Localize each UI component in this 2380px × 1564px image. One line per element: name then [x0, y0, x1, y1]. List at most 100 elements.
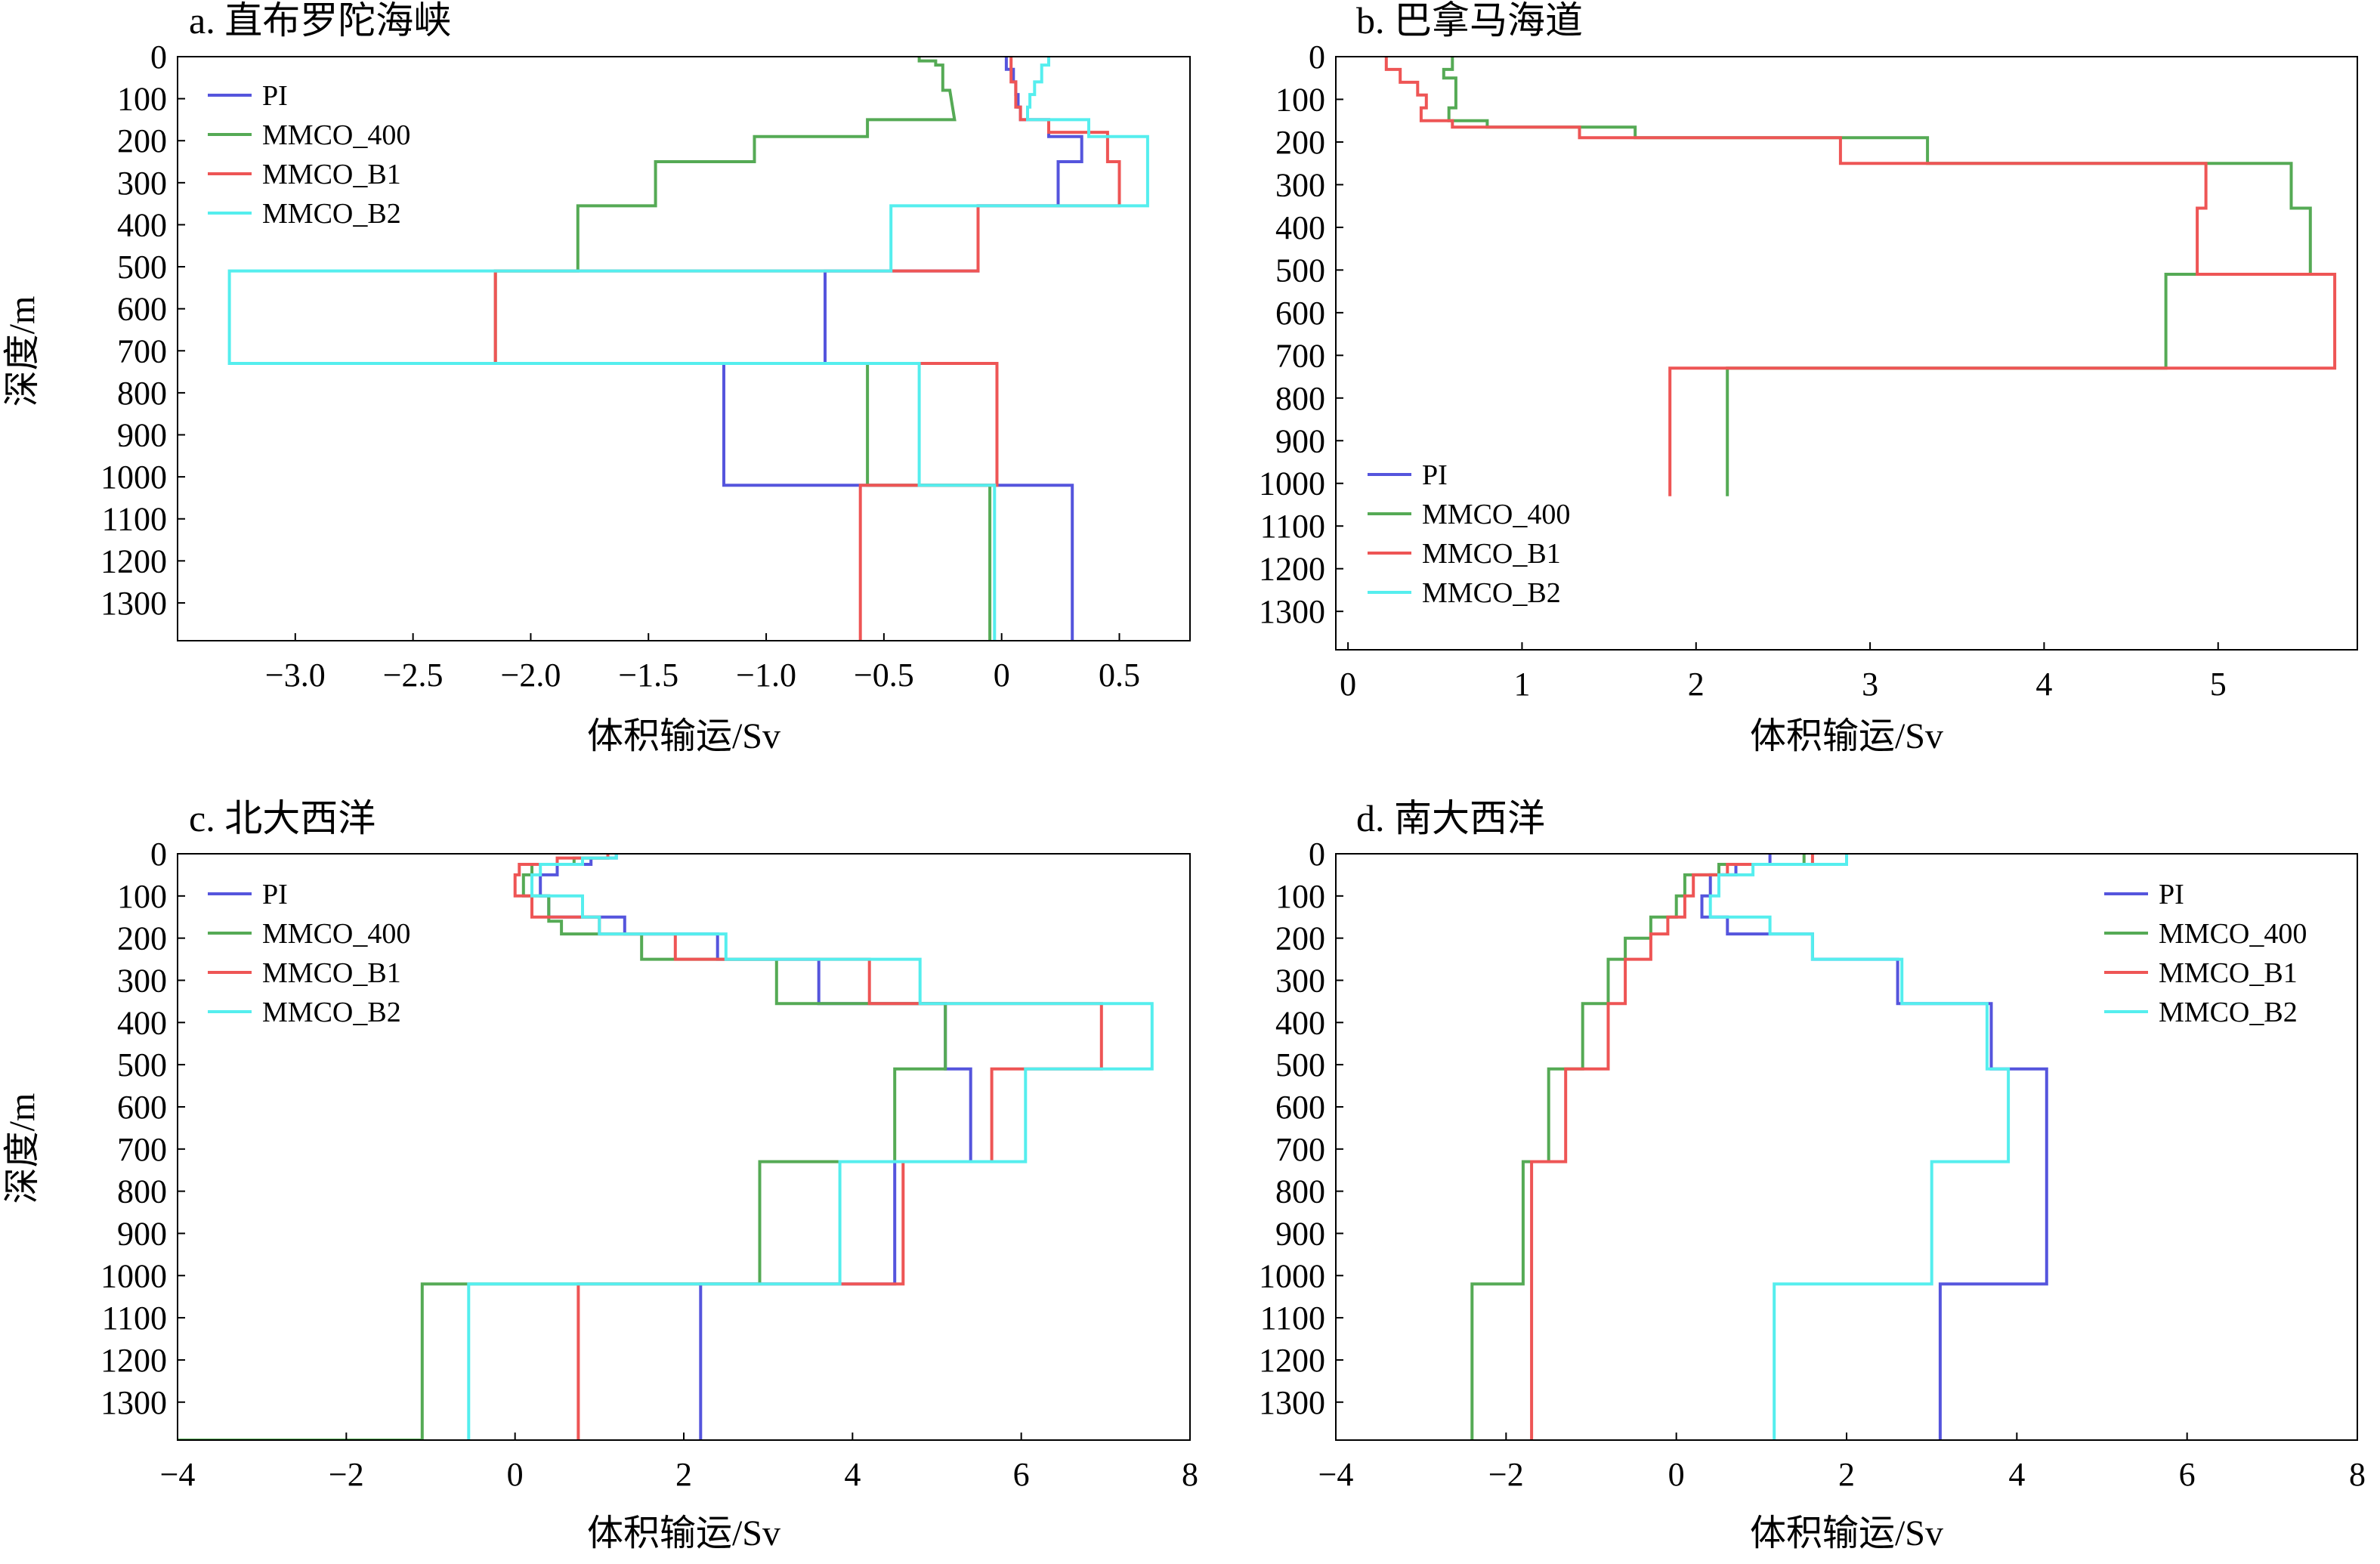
x-tick-label: 6 — [2179, 1456, 2196, 1493]
legend: PI MMCO_400 MMCO_B1 MMCO_B2 — [208, 80, 410, 230]
y-tick-label: 1200 — [100, 1342, 167, 1379]
y-tick-label: 300 — [1275, 962, 1325, 999]
y-tick-label: 400 — [1275, 209, 1325, 246]
panel-c: c. 北大西洋 体积输运/Sv 深度/m — [2, 797, 780, 1553]
x-tick-label: −0.5 — [854, 657, 914, 694]
y-tick-label: 600 — [117, 291, 167, 328]
plot-frame — [177, 56, 1191, 641]
y-tick-label: 1100 — [1260, 1300, 1325, 1337]
y-tick-label: 600 — [1275, 295, 1325, 332]
y-tick-label: 400 — [117, 1004, 167, 1041]
x-tick-label: 0 — [1668, 1456, 1685, 1493]
y-tick-label: 700 — [1275, 337, 1325, 374]
plot-b: 0 100 200 300 400 500 600 700 800 900 1000 1100 1200… — [1259, 39, 2358, 703]
panel-a-ylabel: 深度/m — [2, 296, 42, 407]
legend-label-MMCO_B1: MMCO_B1 — [262, 159, 401, 190]
x-tick-label: −4 — [160, 1456, 196, 1493]
y-tick-label: 900 — [117, 1215, 167, 1252]
y-tick-label: 1100 — [102, 1300, 167, 1337]
x-tick-label: 3 — [1862, 666, 1878, 703]
y-tick-label: 400 — [1275, 1004, 1325, 1041]
panel-b-title: b. 巴拿马海道 — [1356, 0, 1583, 42]
x-tick-label: 0 — [507, 1456, 524, 1493]
x-tick-label: −2.0 — [501, 657, 561, 694]
x-tick-label: 4 — [2035, 666, 2052, 703]
y-tick-label: 300 — [1275, 166, 1325, 203]
y-tick-label: 700 — [117, 1131, 167, 1168]
legend-label-PI: PI — [262, 879, 288, 910]
x-tick-label: −1.0 — [736, 657, 796, 694]
legend: PI MMCO_400 MMCO_B1 MMCO_B2 — [2104, 879, 2307, 1028]
plot-d: 0 100 200 300 400 500 600 700 800 900 1000 1100 1200… — [1259, 836, 2366, 1493]
y-tick-label: 900 — [1275, 422, 1325, 459]
series-line-MMCO_B1 — [493, 57, 1121, 641]
x-tick-label: 8 — [2349, 1456, 2366, 1493]
plot-a: 0 100 200 300 400 500 600 700 800 900 1000 1100 1200… — [100, 39, 1191, 694]
series-line-MMCO_B2 — [1708, 854, 2011, 1440]
x-tick-label: 6 — [1013, 1456, 1030, 1493]
x-tick-label: 4 — [844, 1456, 861, 1493]
series-line-MMCO_400 — [493, 57, 992, 641]
y-tick-label: 900 — [117, 417, 167, 454]
x-tick-label: 2 — [1838, 1456, 1855, 1493]
series-line-MMCO_400 — [1470, 854, 1806, 1440]
y-tick-label: 1300 — [1259, 593, 1325, 630]
legend-label-MMCO_B1: MMCO_B1 — [2159, 957, 2298, 989]
series-line-MMCO_B2 — [227, 57, 1149, 641]
y-tick-label: 0 — [150, 836, 167, 873]
legend: PI MMCO_400 MMCO_B1 MMCO_B2 — [208, 879, 410, 1028]
y-tick-label: 800 — [117, 1173, 167, 1210]
y-tick-label: 800 — [117, 375, 167, 412]
plot-c: 0 100 200 300 400 500 600 700 800 900 1000 1100 1200… — [100, 836, 1198, 1493]
y-tick-label: 500 — [117, 249, 167, 286]
y-tick-label: 1300 — [1259, 1384, 1325, 1421]
x-tick-label: −2 — [329, 1456, 364, 1493]
panel-a-xlabel: 体积输运/Sv — [587, 716, 780, 756]
panel-c-ylabel: 深度/m — [2, 1093, 42, 1204]
x-tick-label: 8 — [1182, 1456, 1198, 1493]
panel-b-xlabel: 体积输运/Sv — [1750, 716, 1943, 756]
y-tick-label: 1200 — [1259, 1342, 1325, 1379]
y-tick-label: 200 — [1275, 124, 1325, 161]
y-tick-label: 700 — [117, 332, 167, 369]
y-tick-label: 0 — [150, 39, 167, 76]
y-tick-label: 200 — [117, 920, 167, 957]
y-tick-label: 200 — [1275, 920, 1325, 957]
series-group — [227, 57, 1149, 641]
legend-label-MMCO_400: MMCO_400 — [2159, 918, 2307, 950]
panel-c-xlabel: 体积输运/Sv — [587, 1513, 780, 1553]
panel-a: a. 直布罗陀海峡 体积输运/Sv 深度/m — [2, 0, 780, 756]
legend-label-PI: PI — [2159, 879, 2184, 910]
panel-d-title: d. 南大西洋 — [1356, 797, 1545, 839]
legend-label-MMCO_B2: MMCO_B2 — [2159, 997, 2298, 1028]
legend-label-MMCO_400: MMCO_400 — [262, 918, 410, 950]
y-tick-label: 1000 — [100, 459, 167, 496]
x-tick-label: −4 — [1318, 1456, 1354, 1493]
series-line-MMCO_400 — [1442, 57, 2312, 496]
legend-label-PI: PI — [1422, 459, 1448, 491]
legend-label-MMCO_B2: MMCO_B2 — [262, 198, 401, 230]
y-tick-label: 1300 — [100, 585, 167, 622]
y-tick-label: 500 — [117, 1046, 167, 1083]
y-tick-label: 1000 — [1259, 465, 1325, 502]
y-tick-label: 1000 — [1259, 1257, 1325, 1294]
legend-label-MMCO_B2: MMCO_B2 — [1422, 577, 1561, 609]
y-tick-label: 900 — [1275, 1215, 1325, 1252]
y-tick-label: 800 — [1275, 1173, 1325, 1210]
y-tick-label: 700 — [1275, 1131, 1325, 1168]
x-tick-label: −1.5 — [618, 657, 678, 694]
series-line-MMCO_B1 — [1384, 57, 2337, 496]
plot-frame — [1335, 56, 2358, 651]
series-line-PI — [539, 854, 972, 1440]
series-line-PI — [722, 57, 1083, 641]
y-tick-label: 500 — [1275, 252, 1325, 289]
series-group — [1470, 854, 2048, 1440]
x-tick-label: 0 — [994, 657, 1010, 694]
y-tick-label: 100 — [117, 878, 167, 915]
legend-label-MMCO_B1: MMCO_B1 — [262, 957, 401, 989]
x-tick-label: 0 — [1340, 666, 1356, 703]
y-tick-label: 300 — [117, 962, 167, 999]
y-tick-label: 0 — [1309, 39, 1325, 76]
legend-label-MMCO_B2: MMCO_B2 — [262, 997, 401, 1028]
